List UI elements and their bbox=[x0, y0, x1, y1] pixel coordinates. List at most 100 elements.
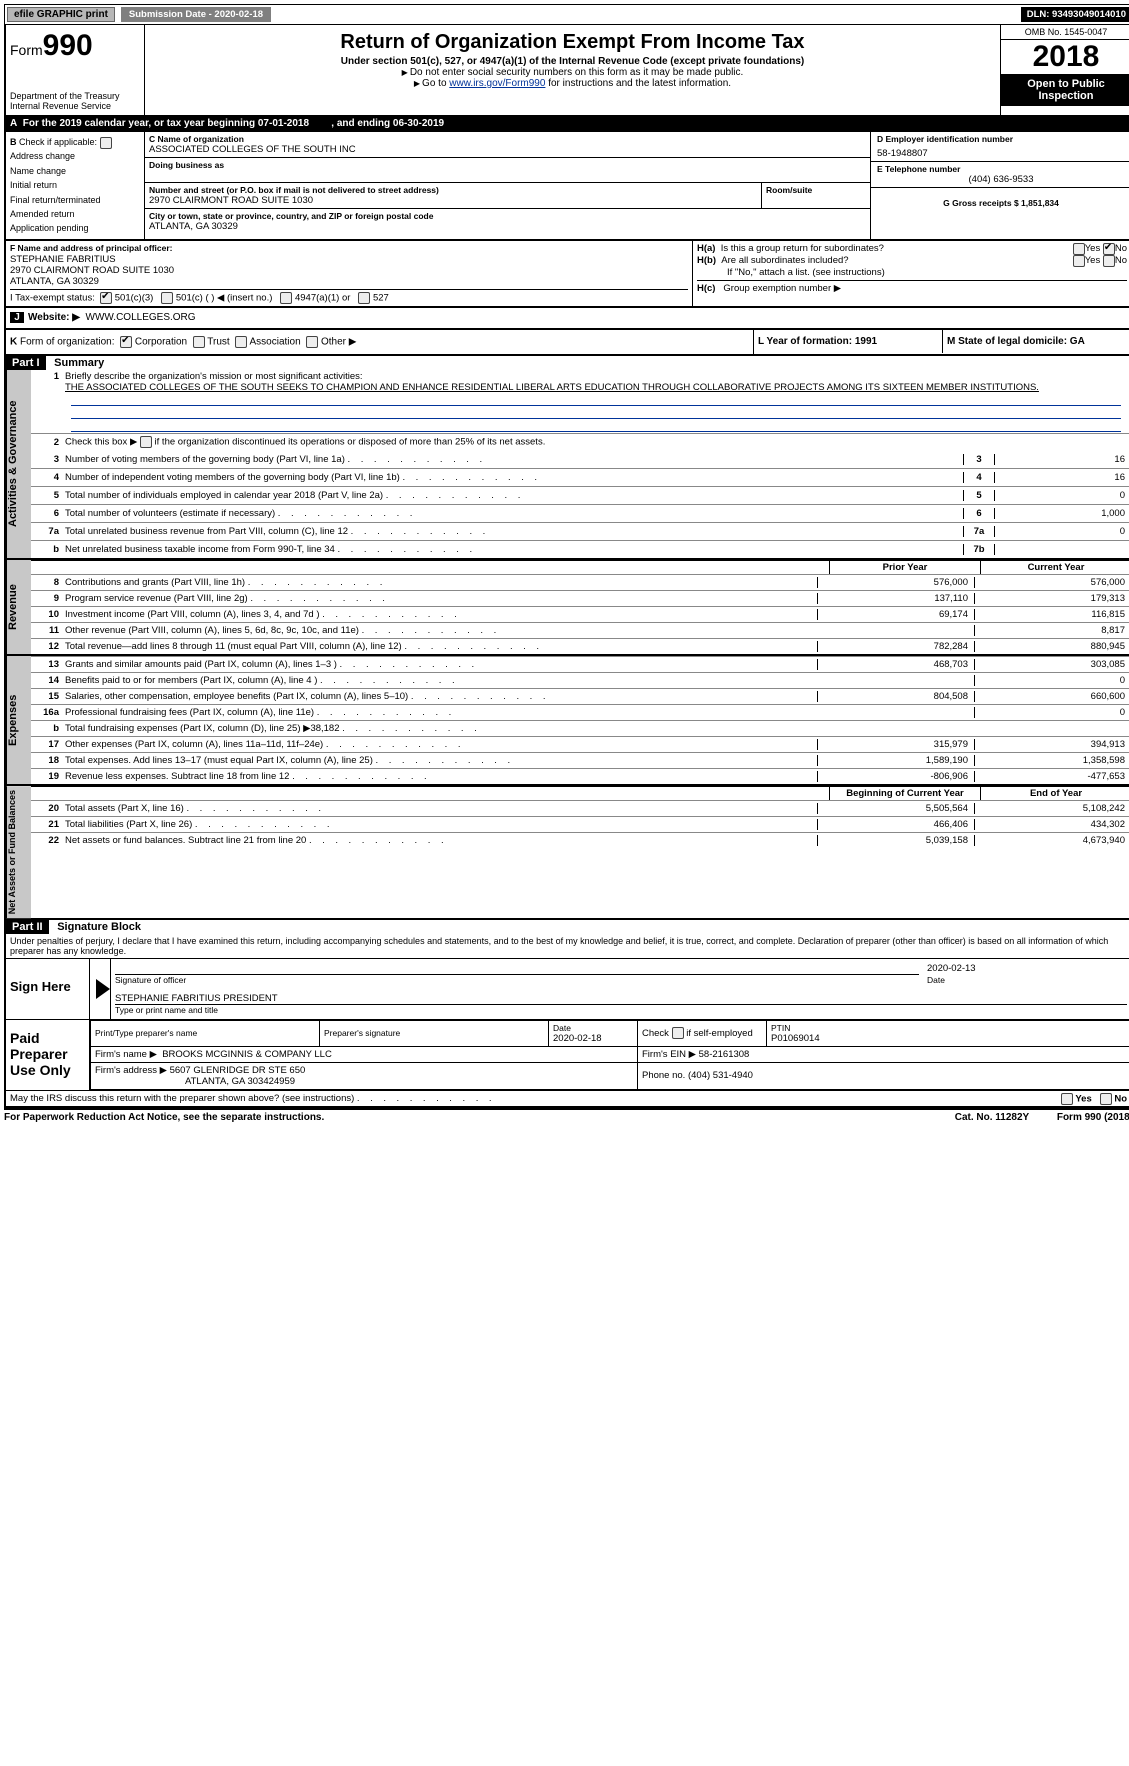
summary-row: 4 Number of independent voting members o… bbox=[31, 468, 1129, 486]
self-employed-checkbox[interactable] bbox=[672, 1027, 684, 1039]
ssn-note: Do not enter social security numbers on … bbox=[149, 67, 996, 78]
header-center: Return of Organization Exempt From Incom… bbox=[145, 25, 1000, 115]
firm-addr2: ATLANTA, GA 303424959 bbox=[95, 1076, 295, 1087]
part1-header: Part I bbox=[6, 356, 46, 370]
prep-date-value: 2020-02-18 bbox=[553, 1033, 633, 1044]
part1-title: Summary bbox=[48, 357, 104, 369]
box-right: D Employer identification number 58-1948… bbox=[870, 132, 1129, 239]
line-i-label: Tax-exempt status: bbox=[15, 292, 95, 303]
ptin-label: PTIN bbox=[771, 1023, 1126, 1033]
submission-date-box: Submission Date - 2020-02-18 bbox=[121, 7, 271, 22]
prep-sig-label: Preparer's signature bbox=[324, 1028, 544, 1038]
side-label-ag: Activities & Governance bbox=[6, 370, 31, 558]
hb-no: No bbox=[1115, 255, 1127, 266]
website-value: WWW.COLLEGES.ORG bbox=[86, 312, 196, 323]
financial-row: 19 Revenue less expenses. Subtract line … bbox=[31, 768, 1129, 784]
firm-addr-label: Firm's address ▶ bbox=[95, 1065, 167, 1076]
opt-trust: Trust bbox=[207, 336, 229, 347]
opt-other: Other ▶ bbox=[321, 336, 356, 347]
summary-row: 5 Total number of individuals employed i… bbox=[31, 486, 1129, 504]
line-j: J Website: ▶ WWW.COLLEGES.ORG bbox=[4, 308, 1129, 330]
q1-label: Briefly describe the organization's miss… bbox=[65, 371, 363, 382]
checkbox-501c3[interactable] bbox=[100, 292, 112, 304]
efile-graphic-print-button[interactable]: efile GRAPHIC print bbox=[7, 7, 115, 22]
line-l: L Year of formation: 1991 bbox=[754, 330, 943, 353]
q2-checkbox[interactable] bbox=[140, 436, 152, 448]
opt-4947: 4947(a)(1) or bbox=[295, 292, 350, 303]
name-title-label: Type or print name and title bbox=[115, 1005, 1127, 1015]
ha-no-checkbox[interactable] bbox=[1103, 243, 1115, 255]
ha-yes-checkbox[interactable] bbox=[1073, 243, 1085, 255]
city-value: ATLANTA, GA 30329 bbox=[149, 221, 866, 232]
org-name-label: C Name of organization bbox=[149, 134, 866, 144]
org-name: ASSOCIATED COLLEGES OF THE SOUTH INC bbox=[149, 144, 866, 155]
paid-preparer-label: Paid Preparer Use Only bbox=[6, 1020, 90, 1090]
financial-row: 20 Total assets (Part X, line 16) 5,505,… bbox=[31, 800, 1129, 816]
checkbox-4947[interactable] bbox=[280, 292, 292, 304]
sig-date-label: Date bbox=[919, 975, 1127, 985]
signature-arrow-icon bbox=[96, 979, 110, 999]
checkbox-assoc[interactable] bbox=[235, 336, 247, 348]
hb-yes-checkbox[interactable] bbox=[1073, 255, 1085, 267]
checkbox-trust[interactable] bbox=[193, 336, 205, 348]
street-label: Number and street (or P.O. box if mail i… bbox=[149, 185, 757, 195]
line-j-letter: J bbox=[10, 312, 24, 323]
financial-row: 15 Salaries, other compensation, employe… bbox=[31, 688, 1129, 704]
financial-row: b Total fundraising expenses (Part IX, c… bbox=[31, 720, 1129, 736]
col-end-year: End of Year bbox=[980, 787, 1129, 800]
financial-row: 13 Grants and similar amounts paid (Part… bbox=[31, 656, 1129, 672]
hc-label: H(c) bbox=[697, 283, 715, 294]
box-b-title: Check if applicable: bbox=[19, 137, 97, 147]
firm-addr1: 5607 GLENRIDGE DR STE 650 bbox=[170, 1065, 306, 1076]
firm-name-value: BROOKS MCGINNIS & COMPANY LLC bbox=[162, 1049, 332, 1060]
firm-phone-label: Phone no. bbox=[642, 1070, 685, 1081]
summary-row: 3 Number of voting members of the govern… bbox=[31, 451, 1129, 468]
firm-name-label: Firm's name ▶ bbox=[95, 1049, 157, 1060]
dln-label: DLN: 93493049014010 bbox=[1021, 7, 1129, 22]
ha-yes: Yes bbox=[1085, 243, 1101, 254]
opt-501c3: 501(c)(3) bbox=[115, 292, 154, 303]
tax-year: 2018 bbox=[1001, 40, 1129, 74]
line-klm: K Form of organization: Corporation Trus… bbox=[4, 330, 1129, 356]
line-m: M State of legal domicile: GA bbox=[943, 330, 1129, 353]
net-assets-section: Net Assets or Fund Balances Beginning of… bbox=[4, 786, 1129, 920]
part2-header: Part II bbox=[6, 920, 49, 934]
hc-text: Group exemption number ▶ bbox=[723, 283, 841, 294]
revenue-section: Revenue Prior Year Current Year 8 Contri… bbox=[4, 560, 1129, 656]
preparer-table: Print/Type preparer's name Preparer's si… bbox=[90, 1020, 1129, 1090]
checkbox-501c[interactable] bbox=[161, 292, 173, 304]
form-title: Return of Organization Exempt From Incom… bbox=[149, 31, 996, 54]
summary-row: b Net unrelated business taxable income … bbox=[31, 540, 1129, 558]
summary-row: 6 Total number of volunteers (estimate i… bbox=[31, 504, 1129, 522]
side-label-expenses: Expenses bbox=[6, 656, 31, 784]
checkbox-applicable[interactable] bbox=[100, 137, 112, 149]
checkbox-527[interactable] bbox=[358, 292, 370, 304]
box-b-option: Application pending bbox=[10, 221, 140, 235]
financial-row: 22 Net assets or fund balances. Subtract… bbox=[31, 832, 1129, 848]
financial-row: 21 Total liabilities (Part X, line 26) 4… bbox=[31, 816, 1129, 832]
ha-text: Is this a group return for subordinates? bbox=[721, 243, 1073, 254]
financial-row: 12 Total revenue—add lines 8 through 11 … bbox=[31, 638, 1129, 654]
goto-note: Go to www.irs.gov/Form990 for instructio… bbox=[149, 78, 996, 89]
ein-label: D Employer identification number bbox=[877, 134, 1125, 144]
officer-name-title: STEPHANIE FABRITIUS PRESIDENT bbox=[115, 993, 1127, 1005]
discuss-yes-checkbox[interactable] bbox=[1061, 1093, 1073, 1105]
footer-left: For Paperwork Reduction Act Notice, see … bbox=[4, 1112, 324, 1123]
discuss-no-checkbox[interactable] bbox=[1100, 1093, 1112, 1105]
box-f: F Name and address of principal officer:… bbox=[6, 241, 693, 306]
part1-header-row: Part I Summary bbox=[4, 356, 1129, 370]
financial-row: 8 Contributions and grants (Part VIII, l… bbox=[31, 574, 1129, 590]
hb-no-checkbox[interactable] bbox=[1103, 255, 1115, 267]
box-b-option: Name change bbox=[10, 164, 140, 178]
dept-treasury: Department of the Treasury bbox=[10, 91, 140, 101]
line-a-mid: , and ending 06-30-2019 bbox=[331, 118, 444, 129]
top-bar: efile GRAPHIC print Submission Date - 20… bbox=[4, 4, 1129, 25]
checkbox-other[interactable] bbox=[306, 336, 318, 348]
checkbox-corp[interactable] bbox=[120, 336, 132, 348]
ha-no: No bbox=[1115, 243, 1127, 254]
box-b-option: Final return/terminated bbox=[10, 193, 140, 207]
irs-label: Internal Revenue Service bbox=[10, 101, 140, 111]
irs-form990-link[interactable]: www.irs.gov/Form990 bbox=[449, 78, 545, 89]
firm-ein-label: Firm's EIN ▶ bbox=[642, 1049, 696, 1060]
header-left: Form990 Department of the Treasury Inter… bbox=[6, 25, 145, 115]
